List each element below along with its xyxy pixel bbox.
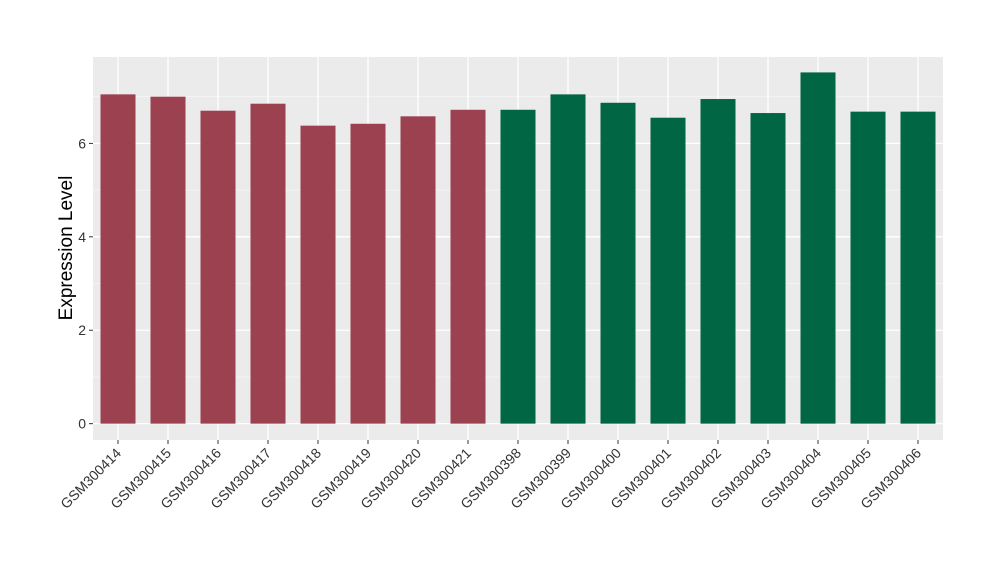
bar-gsm300421 (450, 109, 486, 424)
bar-gsm300403 (750, 113, 786, 424)
bar-gsm300398 (500, 109, 536, 424)
bar-gsm300414 (100, 94, 136, 424)
bar-gsm300402 (700, 99, 736, 424)
y-tick-label: 4 (78, 229, 86, 245)
bar-gsm300400 (600, 102, 636, 424)
y-tick-label: 2 (78, 322, 86, 338)
bar-gsm300399 (550, 94, 586, 424)
bar-gsm300418 (300, 125, 336, 424)
bar-gsm300404 (800, 72, 836, 424)
y-tick-label: 0 (78, 416, 86, 432)
bar-gsm300417 (250, 103, 286, 424)
bar-gsm300401 (650, 117, 686, 424)
bar-gsm300415 (150, 96, 186, 424)
bar-gsm300419 (350, 123, 386, 424)
bar-gsm300405 (850, 111, 886, 424)
y-tick-label: 6 (78, 135, 86, 151)
x-axis: GSM300414GSM300415GSM300416GSM300417GSM3… (57, 440, 924, 512)
y-axis: 0 2 4 6 (78, 135, 93, 432)
bar-gsm300420 (400, 116, 436, 424)
bar-gsm300406 (900, 111, 936, 424)
bars (100, 72, 936, 424)
y-axis-title: Expression Level (56, 176, 77, 321)
bar-gsm300416 (200, 110, 236, 424)
